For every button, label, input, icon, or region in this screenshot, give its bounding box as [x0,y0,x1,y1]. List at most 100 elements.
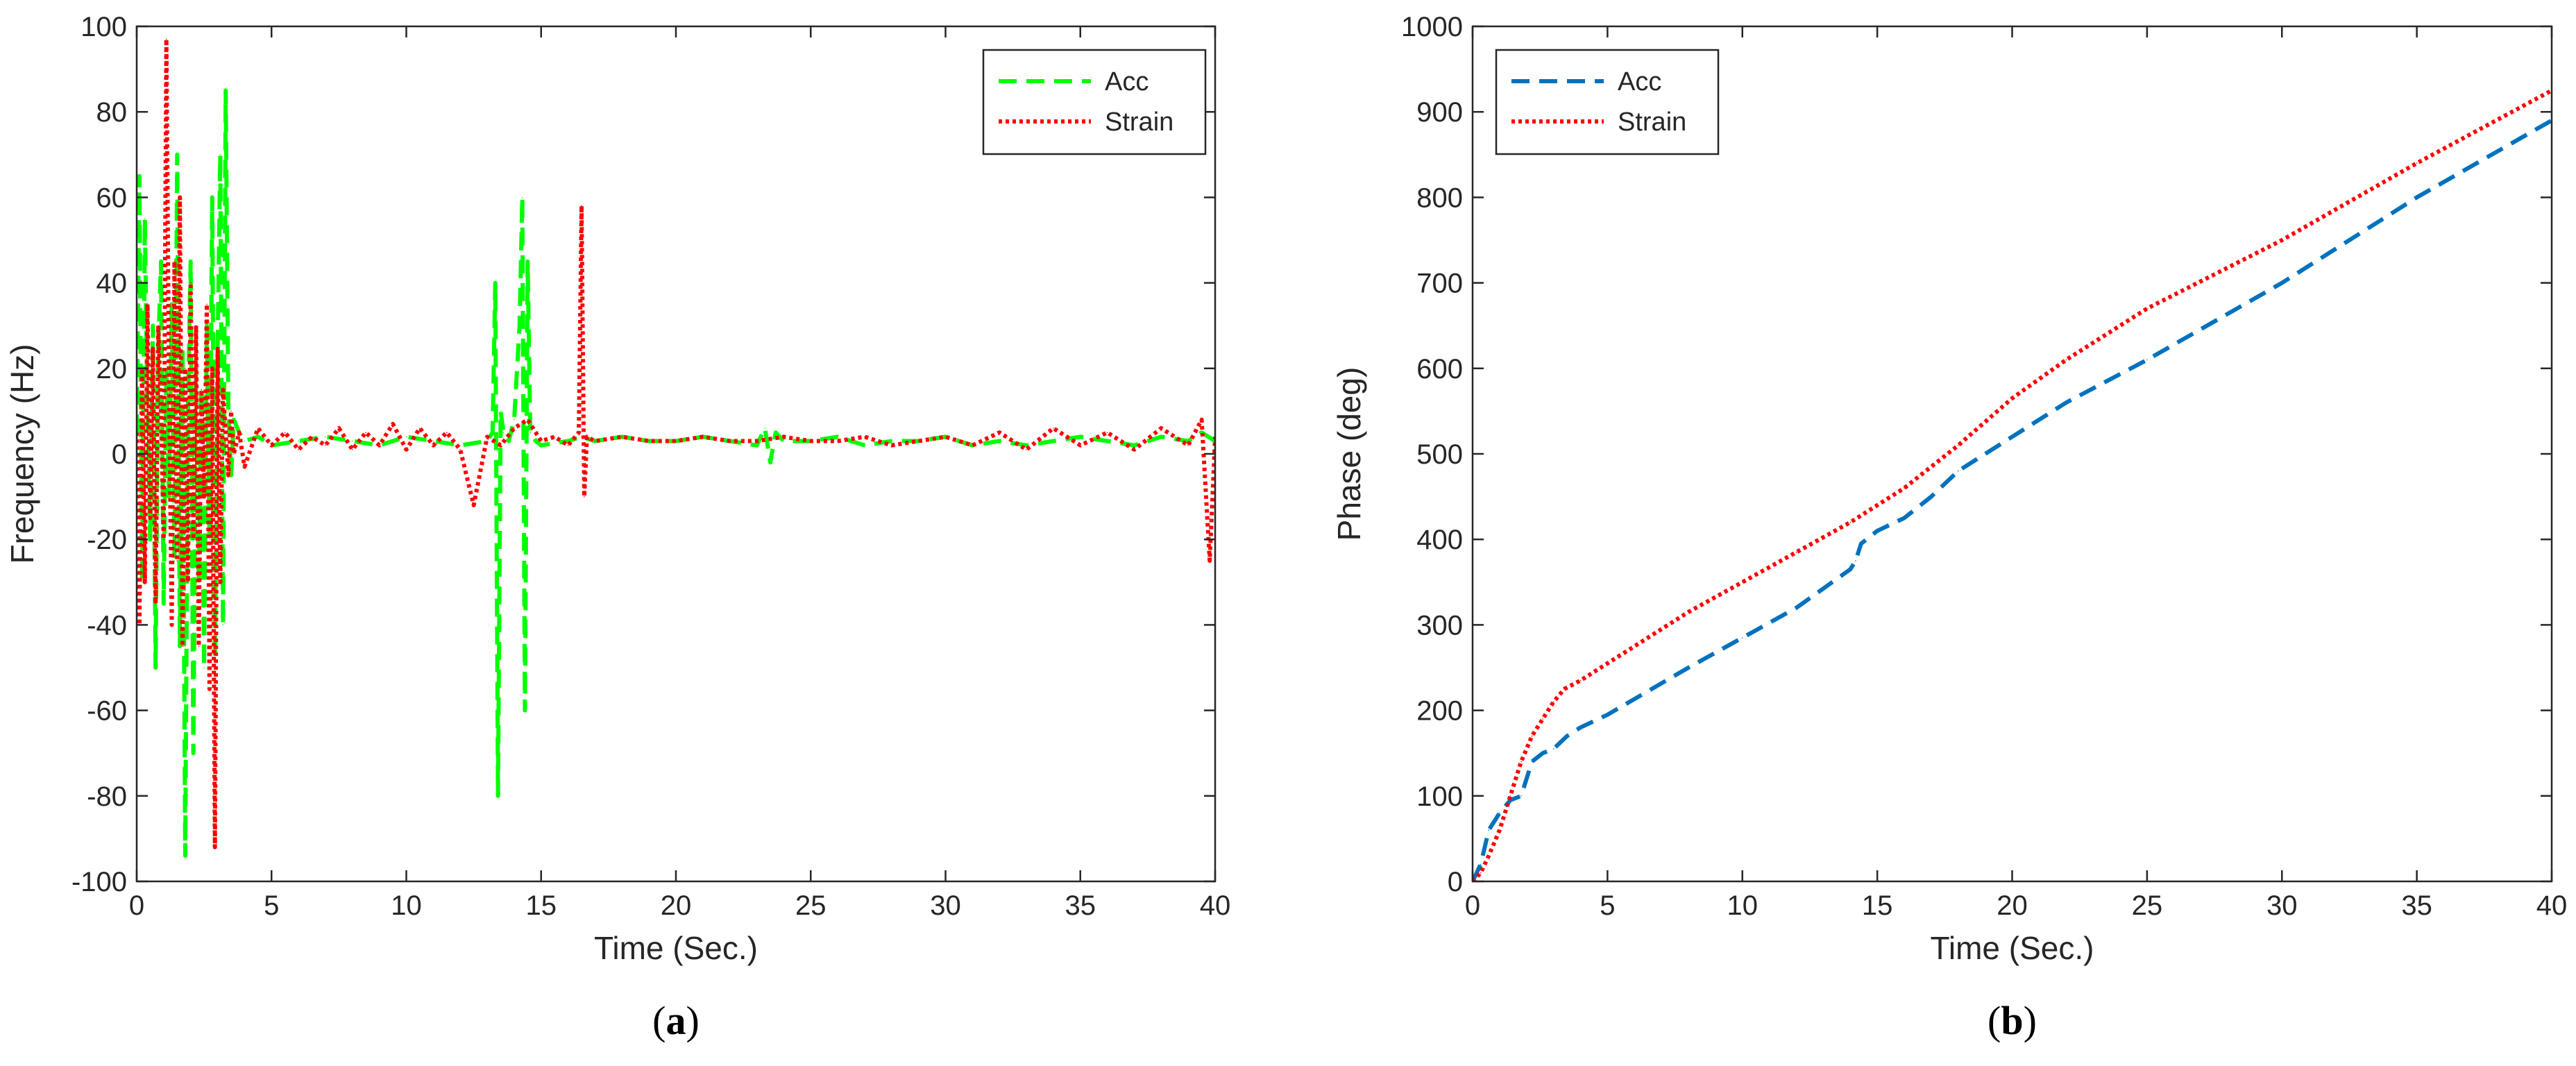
chart-a-series-acc-point [500,410,502,412]
chart-a-xtick-label: 25 [795,890,827,921]
chart-a-caption-open: ( [652,998,666,1043]
chart-b-xtick-label: 25 [2132,890,2163,921]
chart-a-series-strain-point [972,444,974,446]
chart-a-ytick-label: -40 [87,610,127,641]
chart-b-ytick-label: 100 [1416,781,1463,812]
chart-b-caption-open: ( [1988,998,2001,1043]
chart-b-ytick-label: 300 [1416,610,1463,641]
chart-a-series-strain-point [163,539,164,540]
chart-a-series-strain-point [432,444,434,446]
chart-a-series-acc-line [137,88,1215,858]
chart-a-series-strain-point [473,505,475,506]
chart-b-ytick-label: 400 [1416,525,1463,555]
chart-b-series-group [1473,88,2552,881]
chart-b-caption-close: ) [2024,998,2037,1043]
chart-b-series-acc-point [1531,761,1533,763]
chart-a-series-acc-point [230,475,232,476]
chart-a-series-strain-point [756,440,758,442]
chart-a-series-acc-point [160,261,162,262]
chart-b-xtick-label: 20 [1997,890,2028,921]
chart-b-ytick-label: 600 [1416,354,1463,384]
chart-a-plot-area [137,26,1215,881]
chart-a-series-strain-point [198,645,200,647]
chart-a-caption-close: ) [686,998,700,1043]
chart-a-series-acc-point [999,440,1000,442]
chart-b-legend: Acc Strain [1495,49,1720,155]
chart-a-series-strain-point [541,440,542,442]
chart-a: 0 5 10 15 20 25 30 35 40 -100 -80 -60 -40 -20 0 20 40 60 8… [4,12,1230,1043]
chart-b-series-acc-point [1958,470,1959,472]
chart-a-series-strain-point [392,423,393,425]
chart-a-series-strain-point [244,466,246,468]
chart-a-series-acc-point [494,282,496,284]
chart-a-series-acc-point [1080,436,1081,438]
chart-a-series-strain-point [189,282,192,284]
chart-b-series-acc-point [1520,795,1522,797]
chart-b-ytick-label: 0 [1448,867,1463,897]
chart-a-ytick-label: -60 [87,696,127,727]
chart-b-series-strain-point [1742,582,1743,583]
chart-a-series-acc-point [352,440,353,442]
chart-a-series-strain-point [486,436,488,438]
chart-a-series-strain-point [567,444,569,446]
chart-a-series-acc-point [1026,444,1027,446]
chart-a-series-acc-point [142,582,143,583]
chart-a-series-acc-point [459,444,461,446]
chart-a-series-strain-line [137,37,1215,849]
chart-b-series-strain-point [2416,162,2418,164]
chart-b-series-acc-point [1579,727,1582,728]
chart-a-series-strain-point [1209,560,1210,561]
chart-a-series-strain-point [352,449,353,450]
chart-a-series-strain-point [219,582,221,583]
chart-a-series-strain-point [257,428,259,429]
chart-b-xtick-label: 40 [2536,890,2568,921]
chart-a-series-strain-point [222,389,224,391]
chart-a-series-acc-point [783,440,785,442]
chart-a-xtick-label: 35 [1065,890,1096,921]
chart-b-series-strain-point [1795,551,1797,553]
chart-a-series-acc-point [497,795,499,797]
chart-b-series-acc-point [1607,714,1609,716]
chart-a-series-strain-point [225,432,227,433]
chart-b-series-acc-point [1876,530,1878,532]
chart-a-series-acc-point [325,436,326,438]
chart-b-series-acc-point [2281,282,2283,284]
chart-a-series-acc-point [521,196,523,198]
chart-a-series-strain-point [185,368,186,369]
chart-a-xtick-label: 30 [930,890,961,921]
chart-a-series-acc-point [527,261,529,262]
chart-a-xtick-label: 40 [1200,890,1231,921]
chart-a-series-strain-point [152,346,154,348]
chart-a-series-acc-point [144,218,146,220]
chart-a-legend: Acc Strain [982,49,1207,155]
chart-a-legend-label-acc: Acc [1105,67,1149,96]
chart-a-ytick-label: -80 [87,781,127,812]
chart-a-series-strain-point [171,624,173,626]
chart-a-series-strain-point [405,449,407,450]
chart-a-series-strain-point [621,436,623,438]
chart-b-xtick-label: 15 [1862,890,1893,921]
chart-a-series-strain-point [578,432,579,433]
chart-a-series-strain-point [173,261,176,262]
chart-a-series-strain-point [648,440,650,442]
chart-b-series-acc-point [1499,812,1500,814]
chart-b-series-acc-point [2011,436,2013,438]
chart-b-series-acc-point [1795,607,1797,609]
chart-b-series-strain-point [2281,239,2283,241]
chart-a-series-strain-point [230,410,232,412]
chart-a-series-strain-point [187,582,189,583]
chart-a-series-strain-point [1133,449,1135,450]
chart-b-series-strain-point [1509,795,1511,797]
chart-a-series-acc-point [244,440,246,442]
chart-a-series-acc-point [192,752,194,754]
chart-b-xtick-label: 10 [1727,890,1759,921]
chart-a-series-acc-point [508,440,509,442]
chart-b-xtick-label: 35 [2401,890,2432,921]
chart-a-series-acc-point [535,440,536,442]
chart-a-series-strain-point [891,444,892,446]
chart-b-xtick-label: 0 [1465,890,1480,921]
chart-a-series-acc-point [524,709,526,711]
chart-a-series-strain-point [298,449,299,450]
chart-a-ytick-label: -20 [87,525,127,555]
